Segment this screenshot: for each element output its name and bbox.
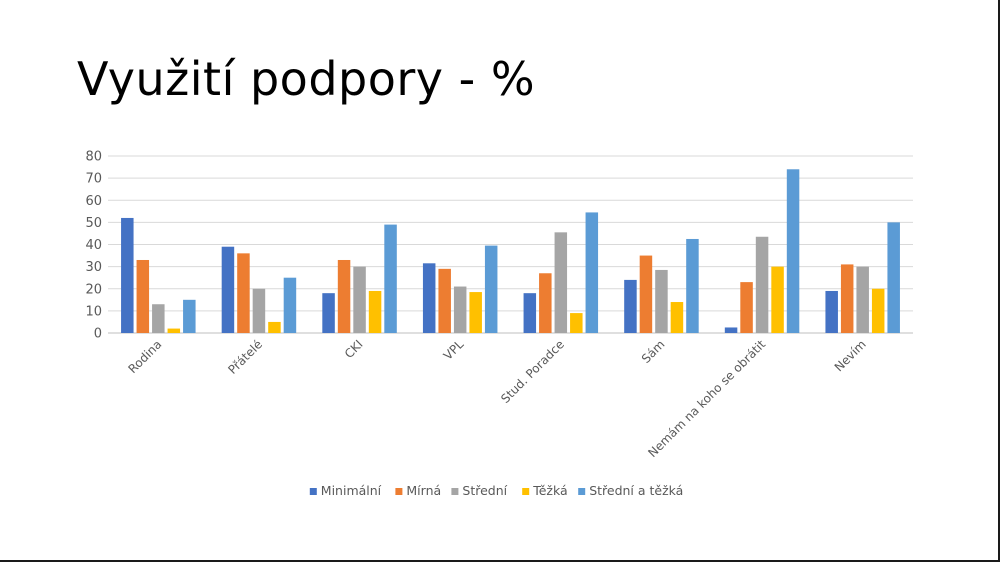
legend-label: Střední bbox=[462, 483, 507, 498]
y-tick-label: 40 bbox=[85, 238, 102, 253]
bar bbox=[771, 266, 784, 333]
y-tick-label: 50 bbox=[85, 216, 102, 231]
legend-label: Minimální bbox=[321, 483, 382, 498]
bar bbox=[152, 304, 165, 333]
x-category-label: Nemám na koho se obrátit bbox=[645, 337, 768, 460]
bar bbox=[453, 286, 467, 333]
bar bbox=[670, 302, 684, 333]
x-category-label: Rodina bbox=[125, 337, 164, 376]
legend-label: Střední a těžká bbox=[589, 483, 683, 498]
bar bbox=[484, 245, 498, 333]
bar bbox=[167, 328, 181, 333]
bar bbox=[237, 253, 250, 333]
y-tick-label: 20 bbox=[85, 282, 102, 297]
bar bbox=[283, 277, 297, 333]
bar bbox=[840, 264, 854, 333]
bar bbox=[570, 313, 583, 333]
bar bbox=[740, 282, 753, 333]
x-category-label: Sám bbox=[639, 337, 668, 366]
bar bbox=[252, 288, 266, 333]
legend-swatch bbox=[451, 488, 459, 495]
bar bbox=[136, 259, 150, 333]
bar bbox=[322, 293, 335, 333]
bar bbox=[183, 299, 196, 333]
bar bbox=[724, 327, 738, 333]
bar bbox=[786, 169, 800, 333]
legend-swatch bbox=[578, 488, 586, 495]
bar bbox=[384, 224, 397, 333]
x-category-label: Nevím bbox=[832, 337, 869, 374]
bar bbox=[825, 290, 838, 333]
legend-swatch bbox=[395, 488, 403, 495]
legend-label: Těžká bbox=[532, 483, 567, 498]
x-category-label: Stud. Poradce bbox=[498, 337, 567, 406]
bar bbox=[353, 266, 366, 333]
bar bbox=[337, 259, 351, 333]
bar bbox=[887, 222, 900, 333]
bar bbox=[655, 269, 668, 333]
bar bbox=[856, 266, 869, 333]
bar bbox=[221, 246, 235, 333]
bar bbox=[624, 279, 637, 333]
slide-title: Využití podpory - % bbox=[77, 52, 536, 106]
bar bbox=[639, 255, 653, 333]
y-tick-label: 70 bbox=[85, 172, 102, 187]
bar bbox=[755, 236, 769, 333]
bar bbox=[438, 268, 451, 333]
y-tick-label: 80 bbox=[85, 150, 102, 165]
legend-swatch bbox=[522, 488, 530, 495]
bar bbox=[585, 212, 599, 333]
y-tick-label: 0 bbox=[94, 327, 102, 342]
x-category-label: Přátelé bbox=[225, 337, 265, 377]
bar bbox=[523, 293, 537, 333]
y-tick-label: 60 bbox=[85, 194, 102, 209]
bar bbox=[686, 238, 699, 333]
legend-label: Mírná bbox=[406, 483, 441, 498]
bar bbox=[422, 263, 436, 333]
x-category-label: CKI bbox=[342, 337, 366, 361]
bar bbox=[871, 288, 885, 333]
bar bbox=[554, 232, 568, 333]
bar bbox=[121, 217, 134, 333]
y-tick-label: 30 bbox=[85, 260, 102, 275]
bar bbox=[469, 292, 482, 333]
bar bbox=[368, 290, 382, 333]
legend-swatch bbox=[309, 488, 317, 495]
y-tick-label: 10 bbox=[85, 304, 102, 319]
bar bbox=[268, 321, 281, 333]
bar bbox=[539, 273, 552, 333]
x-category-label: VPL bbox=[441, 337, 467, 363]
